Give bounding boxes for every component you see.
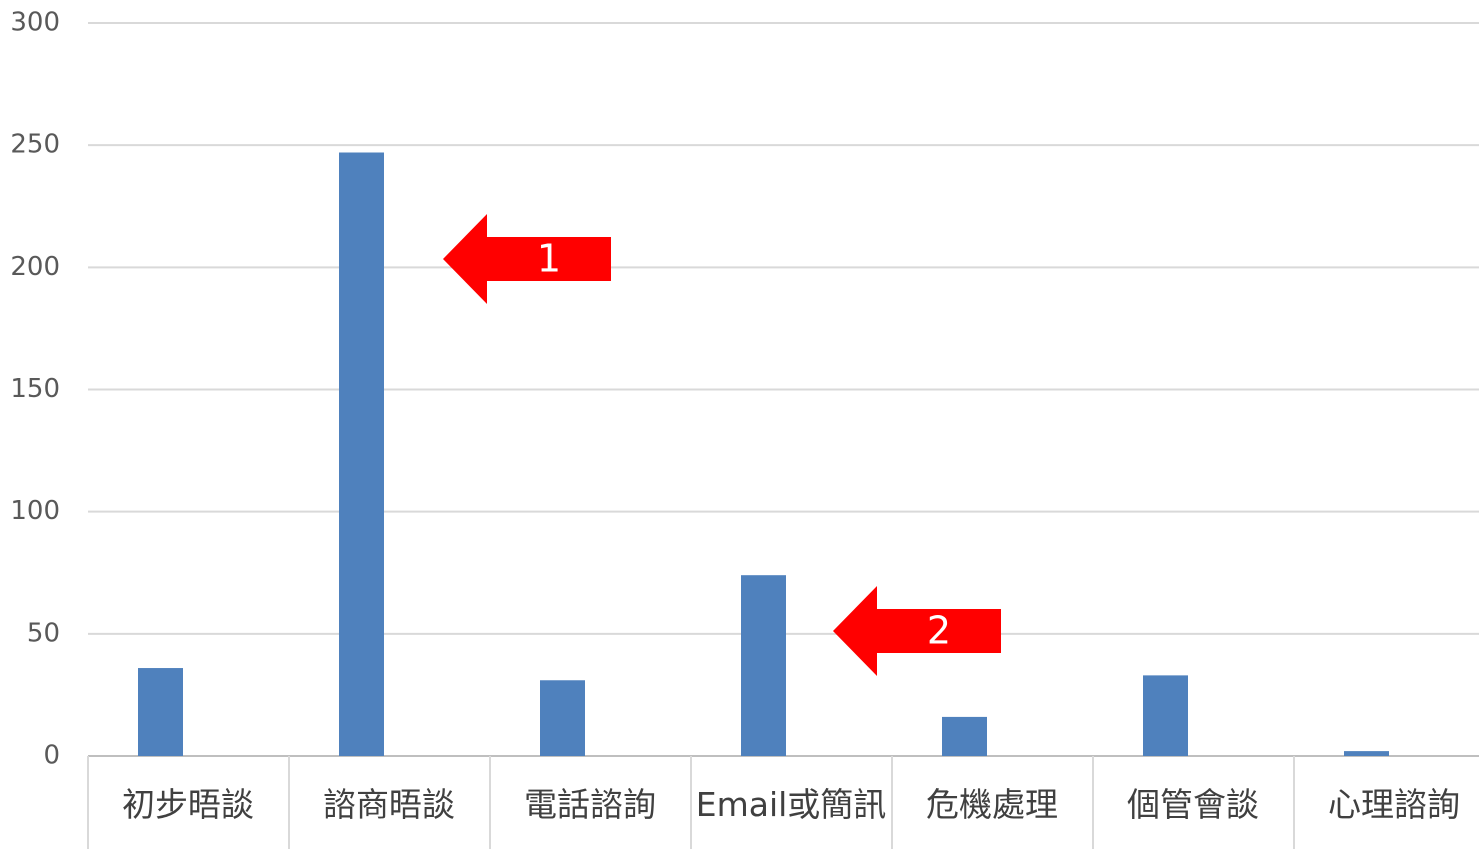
y-tick-label: 0 [43, 741, 60, 771]
annotation: 2 [927, 609, 951, 653]
bar [540, 680, 585, 756]
bar [1143, 675, 1188, 756]
y-tick-label: 250 [10, 130, 60, 160]
arrow [443, 214, 611, 304]
y-tick-label: 150 [10, 374, 60, 404]
x-tick-label: 諮商晤談 [323, 784, 455, 824]
x-tick-label: 個管會談 [1127, 784, 1259, 824]
annotation: 1 [537, 237, 561, 281]
x-tick-label: Email或簡訊 [695, 784, 887, 824]
bar [138, 668, 183, 756]
arrow [833, 586, 1001, 676]
y-tick-label: 200 [10, 252, 60, 282]
x-tick-label: 心理諮詢 [1328, 784, 1460, 824]
bar [741, 575, 786, 756]
x-tick-label: 危機處理 [926, 784, 1058, 824]
y-tick-label: 100 [10, 496, 60, 526]
bar [1344, 751, 1389, 756]
y-tick-label: 50 [27, 618, 60, 648]
y-tick-label: 300 [10, 8, 60, 38]
x-tick-label: 電話諮詢 [524, 784, 656, 824]
bar [942, 716, 987, 756]
x-tick-label: 初步晤談 [122, 784, 254, 824]
bar [339, 152, 384, 756]
